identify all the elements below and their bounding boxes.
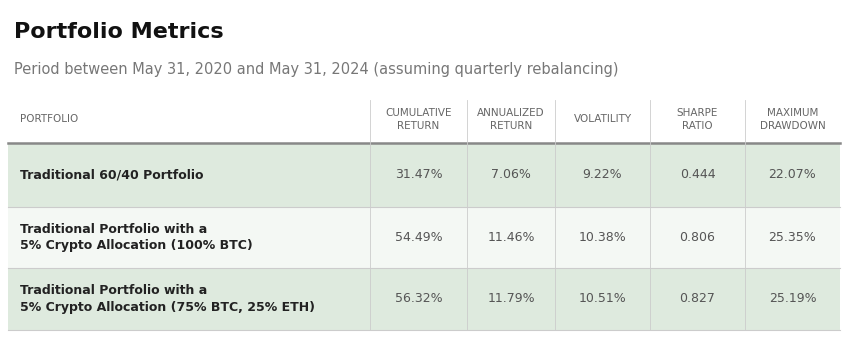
- Text: 0.806: 0.806: [679, 231, 716, 244]
- Text: VOLATILITY: VOLATILITY: [574, 114, 632, 125]
- Text: 10.38%: 10.38%: [579, 231, 626, 244]
- Text: 11.46%: 11.46%: [487, 231, 535, 244]
- Bar: [8, 268, 840, 330]
- Text: Traditional Portfolio with a: Traditional Portfolio with a: [20, 223, 207, 236]
- Text: Traditional 60/40 Portfolio: Traditional 60/40 Portfolio: [20, 169, 203, 182]
- Text: 56.32%: 56.32%: [394, 292, 442, 305]
- Text: 0.827: 0.827: [679, 292, 716, 305]
- Text: Portfolio Metrics: Portfolio Metrics: [14, 22, 224, 42]
- Text: Period between May 31, 2020 and May 31, 2024 (assuming quarterly rebalancing): Period between May 31, 2020 and May 31, …: [14, 62, 619, 77]
- Text: 31.47%: 31.47%: [394, 169, 442, 182]
- Text: 25.35%: 25.35%: [768, 231, 816, 244]
- Text: PORTFOLIO: PORTFOLIO: [20, 114, 78, 125]
- Text: Traditional Portfolio with a: Traditional Portfolio with a: [20, 284, 207, 297]
- Text: 0.444: 0.444: [680, 169, 716, 182]
- Bar: [8, 143, 840, 207]
- Text: 22.07%: 22.07%: [768, 169, 816, 182]
- Text: SHARPE
RATIO: SHARPE RATIO: [677, 108, 718, 131]
- Text: 5% Crypto Allocation (75% BTC, 25% ETH): 5% Crypto Allocation (75% BTC, 25% ETH): [20, 300, 315, 313]
- Text: 11.79%: 11.79%: [487, 292, 535, 305]
- Text: 25.19%: 25.19%: [768, 292, 816, 305]
- Text: ANNUALIZED
RETURN: ANNUALIZED RETURN: [477, 108, 545, 131]
- Text: 10.51%: 10.51%: [579, 292, 626, 305]
- Text: 54.49%: 54.49%: [394, 231, 442, 244]
- Bar: [8, 207, 840, 268]
- Text: 5% Crypto Allocation (100% BTC): 5% Crypto Allocation (100% BTC): [20, 239, 252, 252]
- Text: 7.06%: 7.06%: [491, 169, 531, 182]
- Text: CUMULATIVE
RETURN: CUMULATIVE RETURN: [385, 108, 451, 131]
- Text: 9.22%: 9.22%: [583, 169, 622, 182]
- Text: MAXIMUM
DRAWDOWN: MAXIMUM DRAWDOWN: [760, 108, 825, 131]
